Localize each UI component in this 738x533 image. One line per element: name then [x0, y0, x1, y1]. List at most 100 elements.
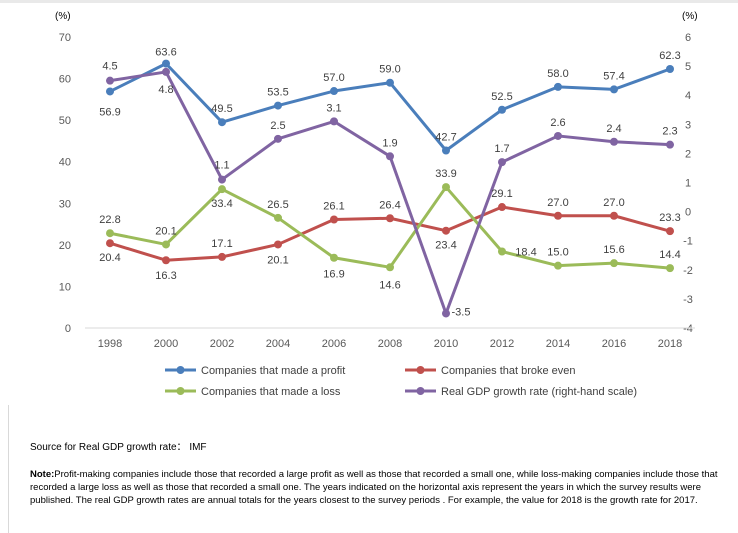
data-label: -3.5 [452, 306, 471, 318]
data-label: 33.9 [435, 168, 456, 180]
data-label: 20.4 [99, 252, 120, 264]
left-axis-tick-label: 50 [59, 115, 71, 127]
series-point [218, 252, 226, 261]
series-point [442, 146, 450, 155]
chart-legend: Companies that made a profit Companies th… [165, 365, 637, 398]
series-point [106, 239, 114, 248]
data-label: 15.0 [547, 247, 568, 259]
series-point [498, 105, 506, 114]
left-axis-tick-label: 70 [59, 32, 71, 44]
series-point [554, 131, 562, 140]
right-axis-tick-label: 6 [685, 32, 691, 44]
data-label: 63.6 [155, 47, 176, 59]
right-axis-unit: (%) [682, 11, 698, 22]
data-label: 52.5 [491, 91, 512, 103]
series-point [330, 215, 338, 224]
data-label: 58.0 [547, 68, 568, 80]
data-label: 42.7 [435, 131, 456, 143]
right-axis-tick-label: 5 [685, 61, 691, 73]
data-label: 16.9 [323, 269, 344, 281]
data-label: 23.3 [659, 212, 680, 224]
left-axis-tick-label: 10 [59, 281, 71, 293]
legend-label: Real GDP growth rate (right-hand scale) [441, 386, 637, 398]
data-label: 3.1 [326, 102, 341, 114]
left-axis-tick-label: 0 [65, 323, 71, 335]
series-point [666, 264, 674, 273]
series-point [498, 203, 506, 212]
right-axis-tick-label: -1 [683, 236, 693, 248]
series-point [218, 118, 226, 127]
data-label: 20.1 [267, 254, 288, 266]
legend-swatch-marker [416, 387, 425, 395]
series-point [610, 85, 618, 94]
series-point [442, 309, 450, 318]
series-point [330, 117, 338, 126]
legend-swatch-marker [176, 387, 185, 395]
left-axis-tick-label: 20 [59, 240, 71, 252]
series-point [274, 134, 282, 143]
series-point [610, 137, 618, 146]
note-text: Profit-making companies include those th… [30, 469, 718, 506]
series-point [666, 65, 674, 74]
series-point [106, 76, 114, 85]
series-point [274, 240, 282, 249]
data-label: 49.5 [211, 103, 232, 115]
legend-swatch-marker [416, 366, 425, 374]
x-axis-tick-label: 1998 [98, 338, 122, 350]
series-point [274, 101, 282, 110]
data-label: 2.4 [606, 123, 621, 135]
data-label: 18.4 [515, 247, 536, 259]
x-axis-tick-label: 2012 [490, 338, 514, 350]
data-label: 56.9 [99, 106, 120, 118]
right-axis-tick-label: -3 [683, 294, 693, 306]
data-label: 2.5 [270, 120, 285, 132]
legend-label: Companies that made a profit [201, 365, 345, 377]
data-label: 59.0 [379, 64, 400, 76]
data-label: 4.5 [102, 61, 117, 73]
data-label: 26.4 [379, 199, 400, 211]
series-point [498, 247, 506, 256]
data-label: 29.1 [491, 188, 512, 200]
data-label: 1.9 [382, 137, 397, 149]
right-axis-ticks: -4 -3 -2 -1 0 1 2 3 4 5 6 [683, 32, 693, 335]
series-point [386, 214, 394, 223]
x-axis-tick-label: 2006 [322, 338, 346, 350]
legend-swatch-marker [176, 366, 185, 374]
x-axis-tick-label: 2000 [154, 338, 178, 350]
note-label: Note: [30, 469, 55, 480]
data-label: 22.8 [99, 214, 120, 226]
data-label: 33.4 [211, 198, 232, 210]
series-point [386, 263, 394, 272]
right-axis-tick-label: 1 [685, 178, 691, 190]
left-axis-tick-label: 40 [59, 157, 71, 169]
data-label: 14.6 [379, 279, 400, 291]
data-label: 1.1 [214, 160, 229, 172]
data-label: 23.4 [435, 240, 456, 252]
series-point [162, 256, 170, 265]
series-point [554, 261, 562, 270]
data-label: 14.4 [659, 249, 680, 261]
series-point [106, 87, 114, 96]
series-layer [106, 59, 674, 318]
right-axis-tick-label: -2 [683, 265, 693, 277]
series-point [274, 213, 282, 222]
series-point [218, 185, 226, 194]
data-label: 53.5 [267, 87, 288, 99]
data-label: 57.4 [603, 70, 624, 82]
data-label: 2.6 [550, 117, 565, 129]
x-axis-ticks: 1998 2000 2002 2004 2006 2008 2010 2012 2014 2016… [98, 338, 682, 350]
series-point [666, 140, 674, 149]
x-axis-tick-label: 2010 [434, 338, 458, 350]
series-point [330, 253, 338, 262]
left-axis-ticks: 0 10 20 30 40 50 60 70 [59, 32, 71, 335]
source-line: Source for Real GDP growth rate： IMF [30, 442, 207, 453]
right-axis-tick-label: -4 [683, 323, 693, 335]
series-line [109, 70, 671, 315]
right-axis-tick-label: 0 [685, 207, 691, 219]
series-point [162, 59, 170, 68]
data-label: 57.0 [323, 72, 344, 84]
data-label: 27.0 [547, 197, 568, 209]
series-point [162, 67, 170, 76]
series-point [386, 78, 394, 87]
